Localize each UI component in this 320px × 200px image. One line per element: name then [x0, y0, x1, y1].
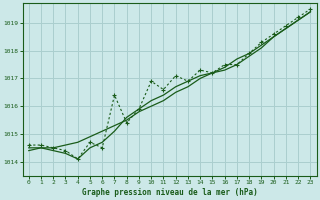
X-axis label: Graphe pression niveau de la mer (hPa): Graphe pression niveau de la mer (hPa): [82, 188, 258, 197]
